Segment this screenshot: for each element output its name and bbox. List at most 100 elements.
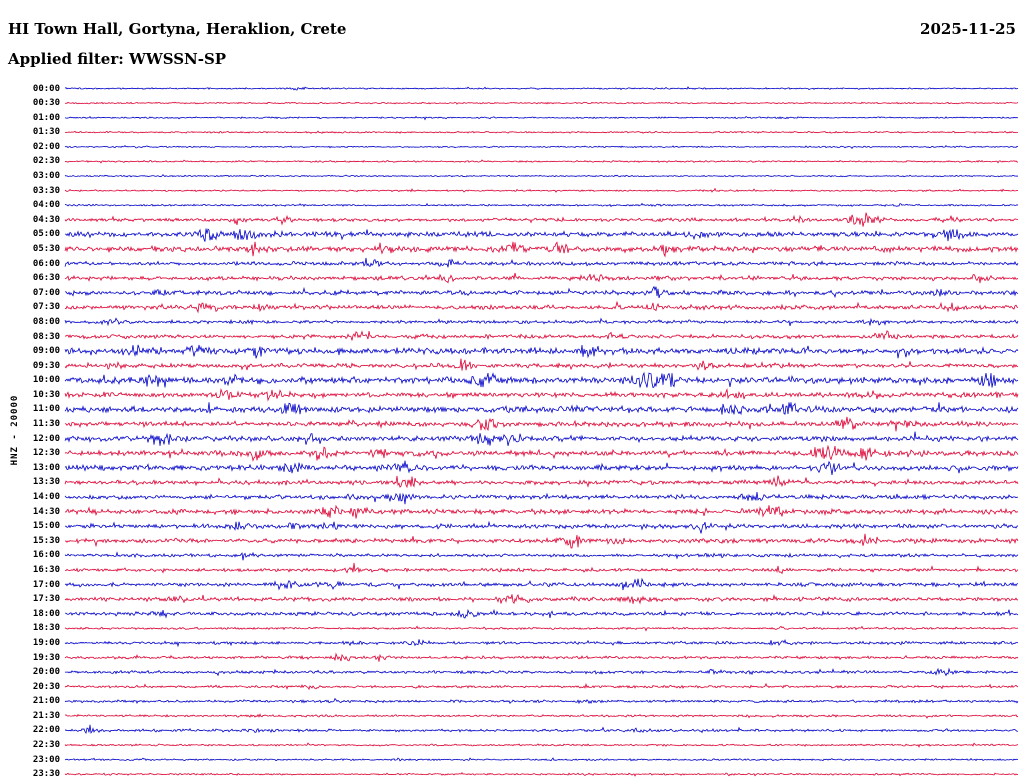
trace-row (64, 724, 1019, 735)
time-label: 15:00 (32, 521, 60, 532)
trace-row (64, 667, 1019, 677)
time-label: 06:30 (32, 273, 60, 284)
time-label: 23:00 (32, 754, 60, 765)
trace-row (64, 577, 1019, 591)
trace-row (64, 202, 1019, 208)
station-title: HI Town Hall, Gortyna, Heraklion, Crete (8, 20, 347, 38)
time-label: 10:30 (32, 389, 60, 400)
trace-row (64, 444, 1019, 462)
trace-row (64, 317, 1019, 327)
trace-row (64, 757, 1019, 762)
trace-row (64, 159, 1019, 164)
time-label: 16:30 (32, 564, 60, 575)
time-label: 08:30 (32, 331, 60, 342)
trace-row (64, 212, 1019, 227)
time-label: 19:30 (32, 652, 60, 663)
trace-row (64, 300, 1019, 314)
trace-row (64, 416, 1019, 432)
trace-row (64, 593, 1019, 605)
time-label: 09:00 (32, 346, 60, 357)
trace-row (64, 608, 1019, 619)
trace-row (64, 344, 1019, 359)
trace-row (64, 371, 1019, 389)
trace-row (64, 187, 1019, 193)
trace-row (64, 475, 1019, 489)
time-label: 22:00 (32, 725, 60, 736)
trace-row (64, 387, 1019, 402)
time-label: 07:00 (32, 287, 60, 298)
trace-row (64, 492, 1019, 505)
trace-row (64, 101, 1019, 105)
time-label: 13:00 (32, 462, 60, 473)
time-label: 09:30 (32, 360, 60, 371)
trace-row (64, 130, 1019, 134)
trace-row (64, 358, 1019, 371)
time-label: 12:30 (32, 448, 60, 459)
trace-row (64, 115, 1019, 121)
time-label: 19:00 (32, 637, 60, 648)
trace-row (64, 638, 1019, 648)
trace-row (64, 697, 1019, 705)
time-label: 02:30 (32, 156, 60, 167)
time-label: 00:00 (32, 83, 60, 94)
time-label: 05:30 (32, 243, 60, 254)
trace-row (64, 652, 1019, 662)
time-label: 20:00 (32, 667, 60, 678)
trace-row (64, 713, 1019, 719)
time-label: 13:30 (32, 477, 60, 488)
trace-row (64, 562, 1019, 575)
time-label: 07:30 (32, 302, 60, 313)
trace-row (64, 771, 1019, 777)
trace-row (64, 431, 1019, 446)
time-label: 02:00 (32, 141, 60, 152)
time-label: 17:30 (32, 594, 60, 605)
time-label: 04:00 (32, 200, 60, 211)
trace-row (65, 330, 1019, 341)
trace-row (64, 533, 1019, 549)
trace-row (64, 520, 1019, 534)
time-label: 05:00 (32, 229, 60, 240)
time-label: 12:00 (32, 433, 60, 444)
time-label: 06:00 (32, 258, 60, 269)
time-label: 10:00 (32, 375, 60, 386)
time-label: 15:30 (32, 535, 60, 546)
time-label: 16:00 (32, 550, 60, 561)
trace-row (64, 625, 1019, 632)
trace-row (64, 241, 1019, 258)
time-label: 22:30 (32, 740, 60, 751)
time-label: 01:30 (32, 127, 60, 138)
trace-row (64, 144, 1019, 150)
trace-row (64, 86, 1019, 91)
trace-row (64, 174, 1019, 178)
trace-row (64, 228, 1019, 242)
time-label: 18:00 (32, 608, 60, 619)
time-label: 18:30 (32, 623, 60, 634)
trace-row (64, 742, 1019, 748)
time-label: 21:00 (32, 696, 60, 707)
time-label: 11:30 (32, 419, 60, 430)
time-label: 14:30 (32, 506, 60, 517)
time-label: 21:30 (32, 710, 60, 721)
trace-row (64, 504, 1019, 519)
trace-row (64, 551, 1019, 561)
trace-row (64, 682, 1019, 691)
time-label: 14:00 (32, 492, 60, 503)
time-label: 00:30 (32, 98, 60, 109)
time-label: 11:00 (32, 404, 60, 415)
time-label: 17:00 (32, 579, 60, 590)
trace-row (64, 402, 1019, 416)
filter-label: Applied filter: WWSSN-SP (8, 50, 227, 68)
date-label: 2025-11-25 (920, 20, 1016, 38)
trace-row (64, 257, 1019, 268)
time-label: 03:30 (32, 185, 60, 196)
time-label: 03:00 (32, 171, 60, 182)
time-label: 04:30 (32, 214, 60, 225)
trace-row (64, 272, 1019, 284)
trace-row (64, 285, 1019, 299)
time-label: 23:30 (32, 769, 60, 780)
time-label: 01:00 (32, 112, 60, 123)
time-label: 20:30 (32, 681, 60, 692)
trace-row (64, 460, 1019, 475)
